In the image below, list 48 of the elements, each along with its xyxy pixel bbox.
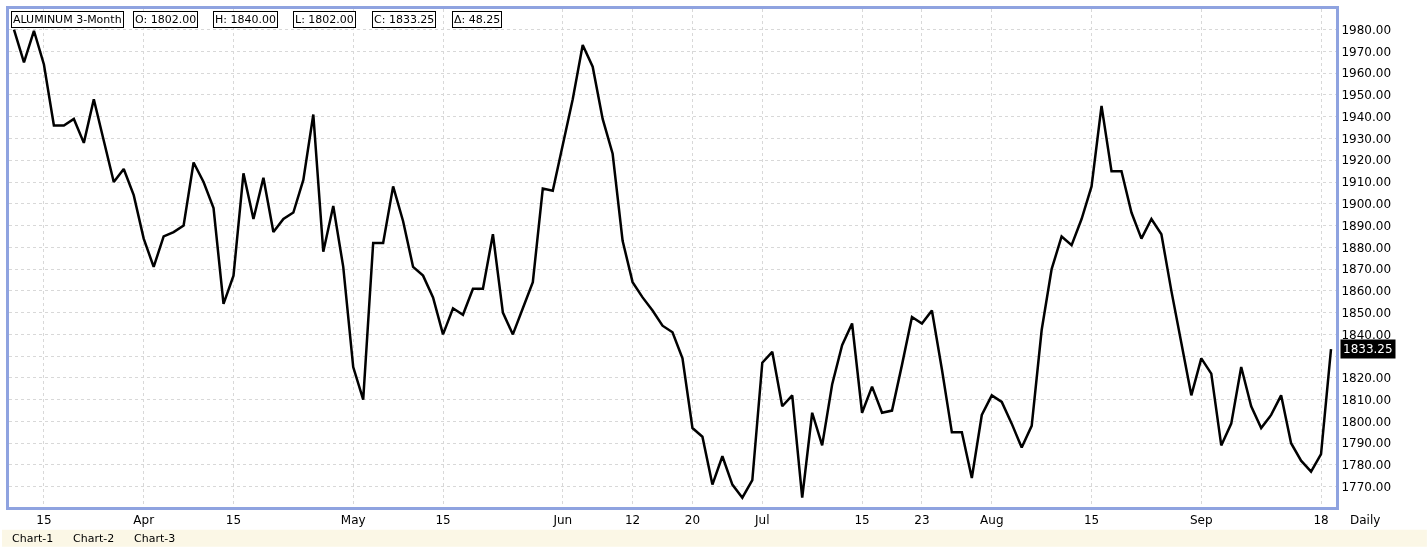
y-tick-label: 1820.00 — [1341, 371, 1392, 386]
x-tick-label: Jul — [754, 513, 770, 528]
x-tick-label: 15 — [435, 513, 451, 528]
text: Chart-3 — [134, 532, 176, 545]
annotation: Δ: 48.25 — [454, 13, 501, 26]
y-tick-label: 1870.00 — [1341, 262, 1392, 277]
x-tick-label: 15 — [854, 513, 870, 528]
x-tick-label: Aug — [980, 513, 1004, 528]
y-tick-label: 1950.00 — [1341, 88, 1392, 103]
y-tick-label: 1780.00 — [1341, 458, 1392, 473]
y-tick-label: 1980.00 — [1341, 22, 1392, 37]
y-tick-label: 1810.00 — [1341, 392, 1392, 407]
y-tick-label: 1970.00 — [1341, 44, 1392, 59]
y-tick-label: 1960.00 — [1341, 66, 1392, 81]
y-tick-label: 1890.00 — [1341, 218, 1392, 233]
y-tick-label: 1850.00 — [1341, 305, 1392, 320]
x-tick-label: 20 — [684, 513, 701, 528]
y-tick-label: 1930.00 — [1341, 131, 1392, 146]
text: Chart-2 — [73, 532, 115, 545]
line-series — [12, 28, 1333, 499]
y-tick-label: 1880.00 — [1341, 240, 1392, 255]
y-tick-label: 1900.00 — [1341, 197, 1392, 211]
x-tick-label: May — [340, 513, 366, 528]
annotation: O: 1802.00 — [135, 13, 197, 26]
chart-title: ALUMINUM 3-Month — [13, 13, 122, 26]
x-tick-label: Jun — [552, 513, 573, 528]
text: Chart-1 — [12, 532, 54, 545]
x-tick-label: 18 — [1313, 513, 1329, 528]
x-tick-label: 15 — [225, 513, 242, 528]
annotation: L: 1802.00 — [295, 13, 354, 26]
y-tick-label: 1800.00 — [1341, 414, 1392, 429]
x-tick-label: Sep — [1189, 513, 1213, 528]
data-label: 1833.25 — [1343, 342, 1393, 356]
y-tick-label: 1920.00 — [1341, 153, 1392, 168]
x-tick-label: 15 — [36, 513, 52, 528]
x-tick-label: 12 — [624, 513, 641, 528]
text: Daily — [1350, 513, 1381, 527]
annotation: C: 1833.25 — [374, 13, 435, 26]
x-tick-label: 15 — [1083, 513, 1100, 528]
y-tick-label: 1770.00 — [1341, 479, 1392, 494]
annotation: H: 1840.00 — [215, 13, 276, 26]
x-tick-label: Apr — [133, 513, 155, 528]
x-tick-label: 23 — [914, 513, 930, 528]
y-tick-label: 1840.00 — [1341, 327, 1392, 342]
y-tick-label: 1790.00 — [1341, 436, 1392, 451]
y-tick-label: 1860.00 — [1341, 284, 1392, 299]
y-tick-label: 1940.00 — [1341, 109, 1392, 124]
y-tick-label: 1910.00 — [1341, 175, 1392, 190]
